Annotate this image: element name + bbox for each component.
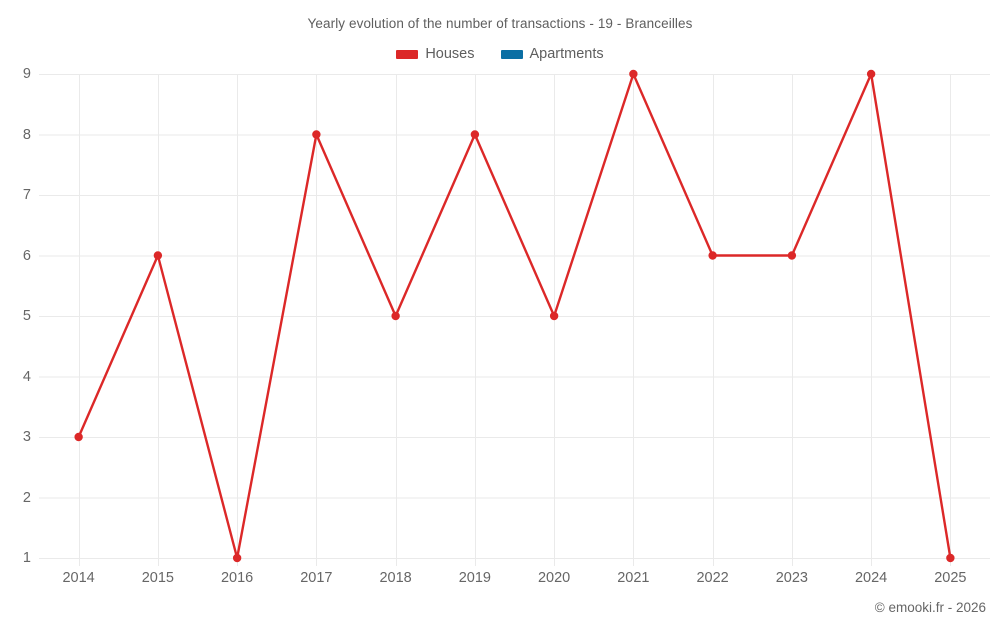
x-axis-tick-label: 2019 xyxy=(458,570,492,586)
x-axis-tick-label: 2024 xyxy=(854,570,888,586)
y-axis-tick-label: 1 xyxy=(22,550,31,566)
x-axis-tick-label: 2016 xyxy=(220,570,254,586)
x-axis-tick-label: 2020 xyxy=(537,570,571,586)
data-point-houses-2016[interactable] xyxy=(232,553,242,563)
data-point-houses-2025[interactable] xyxy=(946,553,955,563)
y-axis-tick-label: 2 xyxy=(22,489,31,506)
y-axis-tick-label: 6 xyxy=(22,247,31,264)
data-point-houses-2022[interactable] xyxy=(708,251,717,260)
chart-plot-svg xyxy=(39,69,990,566)
data-point-houses-2023[interactable] xyxy=(787,251,797,260)
legend-label-apartments: Apartments xyxy=(529,46,604,62)
y-axis-tick-label: 8 xyxy=(22,126,31,143)
x-axis-tick-label: 2017 xyxy=(300,570,333,586)
x-axis-tick-label: 2014 xyxy=(62,570,95,586)
chart-title: Yearly evolution of the number of transa… xyxy=(307,16,693,31)
y-axis-tick-label: 9 xyxy=(22,66,31,82)
x-axis-tick-label: 2015 xyxy=(141,570,175,586)
data-point-houses-2024[interactable] xyxy=(866,69,876,79)
y-axis-tick-label: 3 xyxy=(22,429,31,445)
chart-legend: Houses Apartments xyxy=(0,46,1000,62)
footer-credit: © emooki.fr - 2026 xyxy=(874,600,986,615)
y-axis-tick-label: 5 xyxy=(22,308,31,324)
x-axis-tick-label: 2021 xyxy=(617,570,650,586)
data-point-houses-2014[interactable] xyxy=(74,432,83,442)
legend-swatch-icon-houses xyxy=(396,49,419,59)
legend-item-apartments[interactable]: Apartments xyxy=(500,46,604,62)
data-point-houses-2018[interactable] xyxy=(391,311,400,321)
data-point-houses-2019[interactable] xyxy=(470,130,480,139)
series-line-houses xyxy=(77,72,952,560)
data-point-houses-2015[interactable] xyxy=(153,251,163,260)
legend-label-houses: Houses xyxy=(425,46,475,62)
y-axis-tick-label: 4 xyxy=(22,368,31,385)
plot-area xyxy=(39,69,990,566)
x-axis-tick-label: 2022 xyxy=(696,570,729,586)
x-axis-tick-label: 2023 xyxy=(775,570,809,586)
y-axis-tick-label: 7 xyxy=(22,187,31,203)
x-axis-tick-label: 2025 xyxy=(934,570,967,586)
legend-swatch-icon-apartments xyxy=(500,49,523,59)
legend-item-houses[interactable]: Houses xyxy=(396,46,475,62)
x-axis-tick-label: 2018 xyxy=(379,570,412,586)
data-point-houses-2017[interactable] xyxy=(312,130,321,139)
data-point-houses-2020[interactable] xyxy=(549,311,559,321)
data-point-houses-2021[interactable] xyxy=(629,69,638,79)
